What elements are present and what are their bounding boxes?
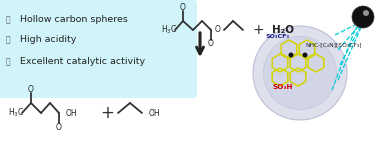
FancyBboxPatch shape	[0, 0, 197, 98]
Text: H$_3$C: H$_3$C	[8, 107, 24, 119]
Text: 📝: 📝	[6, 36, 10, 45]
Circle shape	[363, 10, 369, 16]
Text: NHC-[C₄N][SO₃CF₃]: NHC-[C₄N][SO₃CF₃]	[306, 42, 362, 48]
Text: O: O	[56, 123, 62, 132]
Text: 📝: 📝	[6, 16, 10, 25]
Text: +: +	[100, 104, 114, 122]
Text: H₂O: H₂O	[272, 25, 294, 35]
Text: High acidity: High acidity	[20, 36, 76, 45]
Text: O: O	[180, 2, 186, 11]
Text: H$_3$C: H$_3$C	[161, 24, 177, 36]
Text: OH: OH	[66, 108, 77, 117]
Text: +: +	[252, 23, 264, 37]
Circle shape	[302, 52, 307, 58]
Circle shape	[352, 6, 374, 28]
Text: O: O	[28, 85, 34, 94]
Text: 📝: 📝	[6, 58, 10, 67]
Text: Excellent catalytic activity: Excellent catalytic activity	[20, 58, 145, 67]
Text: Hollow carbon spheres: Hollow carbon spheres	[20, 16, 128, 25]
Text: O: O	[215, 26, 221, 35]
Circle shape	[263, 36, 337, 110]
Text: SO₃CF₃: SO₃CF₃	[266, 35, 290, 39]
Text: O: O	[208, 39, 214, 48]
Circle shape	[288, 52, 293, 58]
Circle shape	[253, 26, 347, 120]
Text: SO₃H: SO₃H	[273, 84, 293, 90]
Text: OH: OH	[149, 108, 161, 117]
